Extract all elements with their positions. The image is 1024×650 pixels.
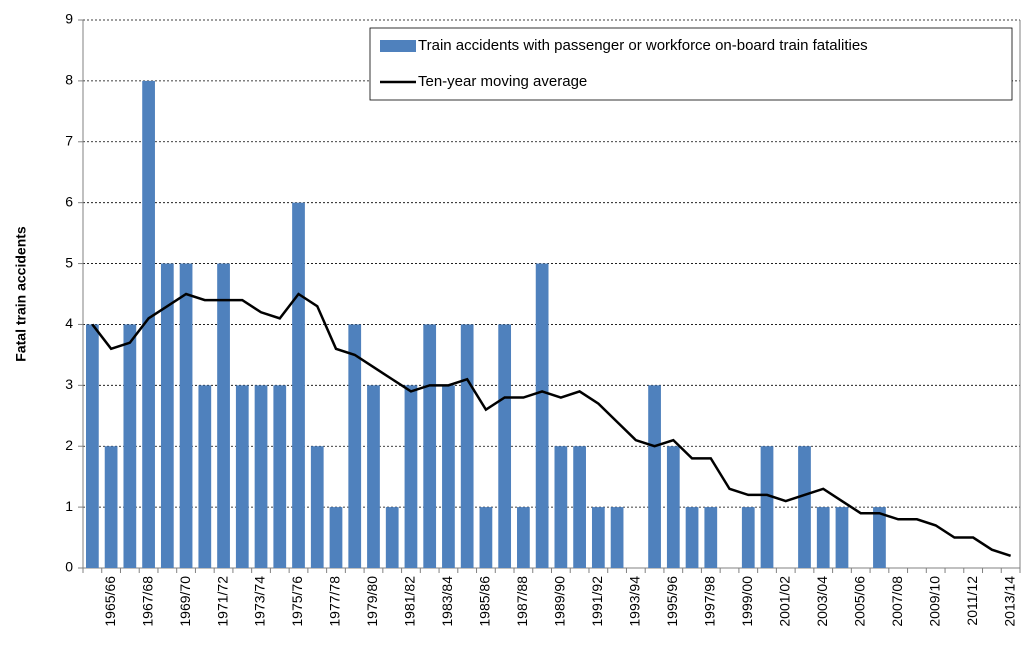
- bar: [517, 507, 530, 568]
- bar: [217, 263, 230, 568]
- legend-label: Ten-year moving average: [418, 73, 587, 90]
- x-tick-label: 2005/06: [851, 576, 867, 627]
- bar: [816, 507, 830, 568]
- y-tick-label: 8: [65, 72, 73, 88]
- x-tick-label: 2011/12: [964, 576, 980, 626]
- y-axis-label: Fatal train accidents: [13, 226, 29, 362]
- bar: [292, 202, 305, 568]
- y-tick-label: 7: [65, 132, 73, 148]
- x-tick-label: 1987/88: [514, 576, 530, 627]
- y-tick-label: 2: [65, 437, 73, 453]
- x-tick-label: 2007/08: [889, 576, 905, 627]
- y-tick-label: 6: [65, 193, 73, 209]
- bar: [554, 446, 568, 568]
- x-tick-label: 2009/10: [926, 576, 942, 627]
- x-tick-label: 1975/76: [289, 576, 305, 627]
- x-tick-label: 1985/86: [477, 576, 493, 627]
- bar: [254, 385, 268, 568]
- bar: [273, 385, 287, 568]
- y-tick-label: 4: [65, 315, 73, 331]
- x-tick-label: 1971/72: [214, 576, 230, 627]
- x-tick-label: 1991/92: [589, 576, 605, 627]
- bar: [329, 507, 343, 568]
- bar: [610, 507, 624, 568]
- x-tick-label: 1979/80: [364, 576, 380, 627]
- bar: [648, 385, 661, 568]
- bar: [704, 507, 718, 568]
- bar: [535, 263, 549, 568]
- bar: [179, 263, 193, 568]
- x-tick-label: 1967/68: [139, 576, 155, 627]
- x-tick-label: 1965/66: [102, 576, 118, 627]
- x-tick-label: 2001/02: [776, 576, 792, 627]
- y-tick-label: 9: [65, 11, 73, 27]
- y-tick-label: 5: [65, 254, 73, 270]
- bar: [479, 507, 493, 568]
- bar: [591, 507, 605, 568]
- x-tick-label: 1999/00: [739, 576, 755, 627]
- x-tick-label: 1977/78: [327, 576, 343, 627]
- bar: [442, 385, 455, 568]
- bar: [835, 507, 849, 568]
- x-tick-label: 1983/84: [439, 576, 455, 627]
- x-tick-label: 1993/94: [627, 576, 643, 627]
- x-tick-label: 1969/70: [177, 576, 193, 627]
- bar: [498, 324, 512, 568]
- bar: [873, 507, 886, 568]
- bar: [123, 324, 137, 568]
- y-tick-label: 3: [65, 376, 73, 392]
- bar: [160, 263, 174, 568]
- bar: [760, 446, 774, 568]
- bar: [798, 446, 811, 568]
- legend-label: Train accidents with passenger or workfo…: [418, 37, 868, 54]
- legend-box: [369, 27, 1013, 101]
- bar: [423, 324, 437, 568]
- bar: [85, 324, 99, 568]
- y-tick-label: 1: [65, 498, 73, 514]
- bar: [104, 446, 118, 568]
- x-tick-label: 1989/90: [552, 576, 568, 627]
- x-tick-label: 2003/04: [814, 576, 830, 627]
- legend-swatch: [380, 40, 416, 52]
- x-tick-label: 1997/98: [701, 576, 717, 627]
- bar: [198, 385, 212, 568]
- bar: [235, 385, 249, 568]
- line: [91, 292, 1012, 558]
- bar: [310, 446, 324, 568]
- x-tick-label: 2013/14: [1001, 576, 1017, 627]
- y-tick-label: 0: [65, 559, 73, 575]
- x-tick-label: 1995/96: [664, 576, 680, 627]
- bar: [685, 507, 699, 568]
- x-tick-label: 1981/82: [402, 576, 418, 627]
- bar: [385, 507, 399, 568]
- bar: [741, 507, 755, 568]
- bar: [666, 446, 680, 568]
- bar: [367, 385, 380, 568]
- x-tick-label: 1973/74: [252, 576, 268, 627]
- bar: [404, 385, 418, 568]
- bar: [348, 324, 362, 568]
- bar: [460, 324, 474, 568]
- bar: [573, 446, 586, 568]
- bar: [142, 80, 155, 568]
